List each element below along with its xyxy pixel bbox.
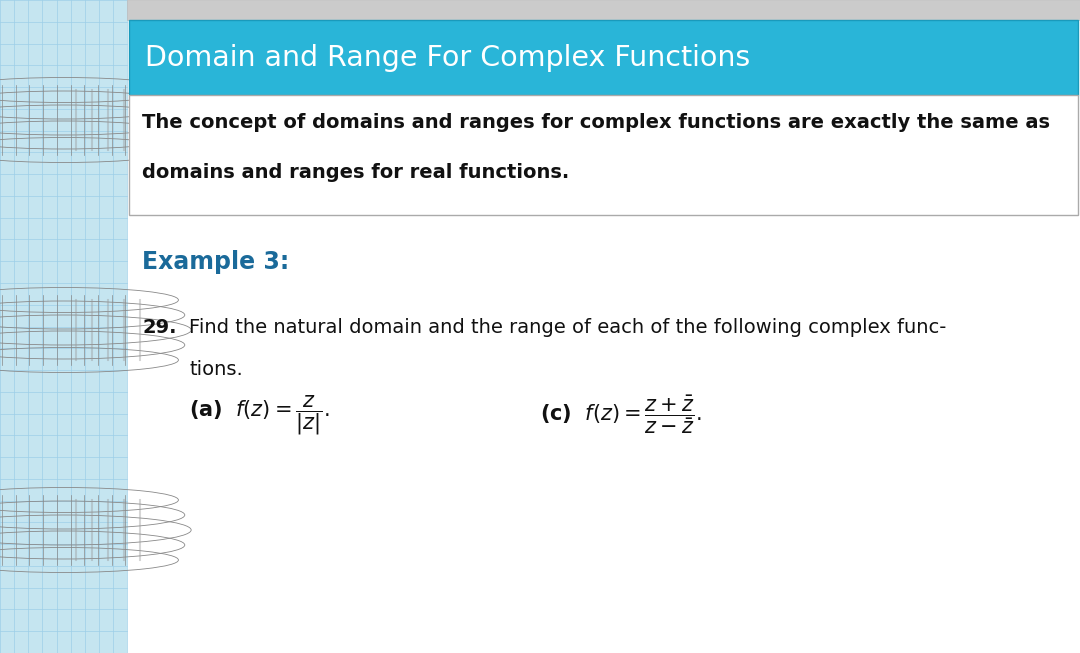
- Text: domains and ranges for real functions.: domains and ranges for real functions.: [143, 163, 569, 182]
- Text: 29.: 29.: [143, 318, 177, 337]
- Bar: [130, 20, 1078, 95]
- Bar: [0, 0, 127, 653]
- Text: Example 3:: Example 3:: [143, 250, 289, 274]
- Text: The concept of domains and ranges for complex functions are exactly the same as: The concept of domains and ranges for co…: [143, 113, 1051, 132]
- Bar: [130, 95, 1078, 215]
- Text: Find the natural domain and the range of each of the following complex func-: Find the natural domain and the range of…: [189, 318, 947, 337]
- Text: $\mathbf{(a)}$  $f(z) = \dfrac{z}{|z|}.$: $\mathbf{(a)}$ $f(z) = \dfrac{z}{|z|}.$: [189, 393, 330, 437]
- Text: tions.: tions.: [189, 360, 243, 379]
- Text: Domain and Range For Complex Functions: Domain and Range For Complex Functions: [146, 44, 751, 71]
- Text: $\mathbf{(c)}$  $f(z) = \dfrac{z + \bar{z}}{z - \bar{z}}.$: $\mathbf{(c)}$ $f(z) = \dfrac{z + \bar{z…: [540, 394, 702, 436]
- Bar: [127, 0, 1080, 20]
